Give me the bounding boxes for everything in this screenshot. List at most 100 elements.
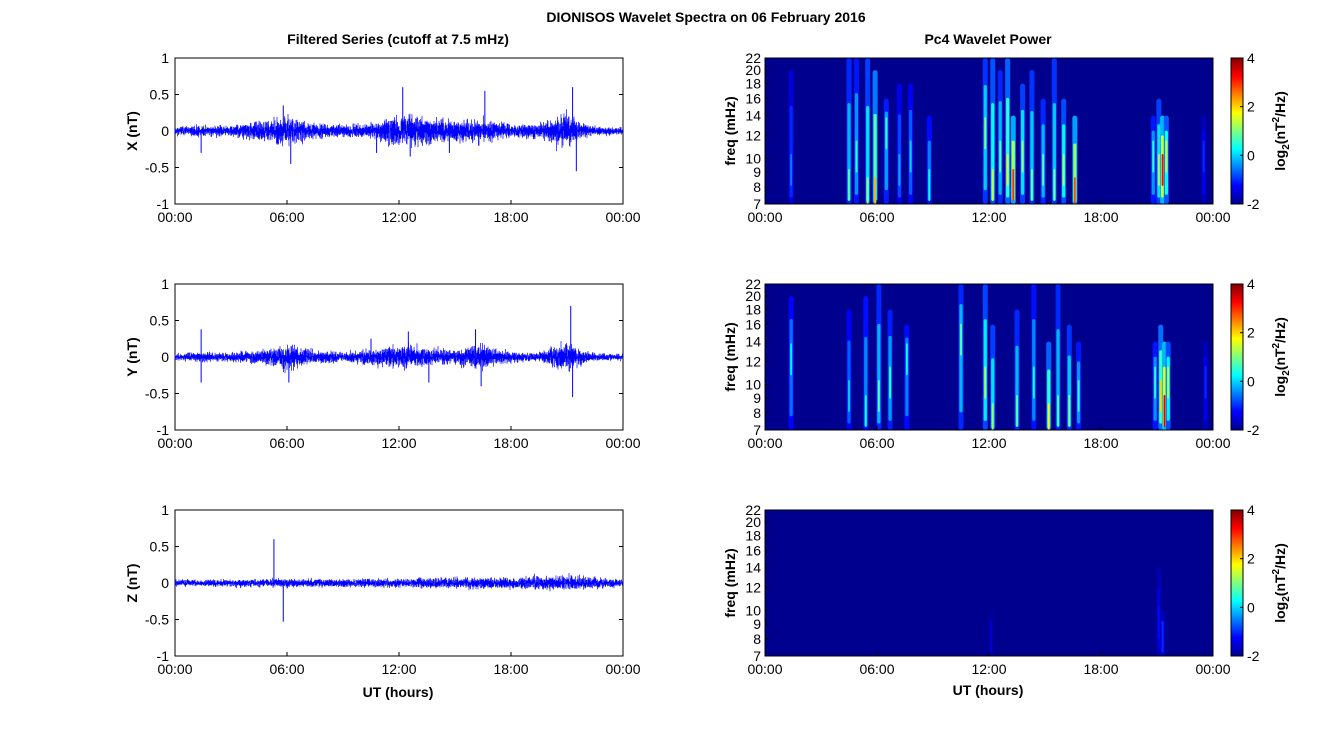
spectrum-x-ytick-label: 16 <box>745 91 761 107</box>
spectrum-y-ytick-label: 12 <box>745 353 761 369</box>
spectrum-y-ytick-label: 16 <box>745 317 761 333</box>
spectrum-x-colorbar-tick-label: -2 <box>1247 196 1260 212</box>
spectrum-z-ytick-label: 22 <box>745 502 761 518</box>
series-z-xtick-label: 06:00 <box>269 661 304 677</box>
spectrum-y-ytick-label: 8 <box>753 405 761 421</box>
series-y-xtick-label: 06:00 <box>269 435 304 451</box>
right-column-title: Pc4 Wavelet Power <box>924 31 1052 47</box>
spectrum-x-ytick-label: 8 <box>753 179 761 195</box>
spectrum-y-xtick-label: 00:00 <box>1195 435 1230 451</box>
spectrum-x-colorbar-tick-label: 0 <box>1247 147 1255 163</box>
spectrum-z-colorbar-tick-label: 2 <box>1247 551 1255 567</box>
spectrum-y-streak <box>1163 394 1166 427</box>
series-x-xtick-label: 06:00 <box>269 209 304 225</box>
spectrum-x-streak <box>866 177 869 204</box>
spectrum-x-streak <box>1012 168 1015 201</box>
spectrum-y-colorbar-tick-label: 2 <box>1247 325 1255 341</box>
spectrum-y-streak <box>848 379 850 412</box>
x-axis-label-right: UT (hours) <box>953 682 1024 698</box>
series-x-ytick-label: -1 <box>157 196 170 212</box>
series-z-xtick-label: 12:00 <box>381 661 416 677</box>
spectrum-x-ytick-label: 9 <box>753 164 761 180</box>
spectrum-y-ytick-label: 18 <box>745 302 761 318</box>
spectrum-x-xtick-label: 18:00 <box>1083 209 1118 225</box>
series-x-ytick-label: 0.5 <box>150 87 170 103</box>
spectrum-x-streak <box>1031 168 1033 201</box>
spectrum-y-colorbar-tick-label: 4 <box>1247 276 1255 292</box>
spectrum-y-streak <box>864 394 867 427</box>
spectrum-x-y-axis-label: freq (mHz) <box>722 96 738 165</box>
spectrum-z-xtick-label: 18:00 <box>1083 661 1118 677</box>
spectrum-y-colorbar-label: log2(nT2/Hz) <box>1271 317 1292 397</box>
spectrum-y-streak <box>1159 379 1162 412</box>
spectrum-y-streak <box>790 343 793 376</box>
spectrum-y-streak <box>1032 366 1035 399</box>
spectrum-x-streak <box>1161 153 1164 186</box>
spectrum-z-streaks <box>988 567 1166 656</box>
spectrum-x-streak <box>848 168 850 201</box>
y-series-panel: 10.50-0.5-100:00 06:00 12:00 18:00 00:00Y (n… <box>124 276 641 451</box>
spectrum-x-ytick-label: 14 <box>745 108 761 124</box>
spectrum-x-ytick-label: 7 <box>753 196 761 212</box>
spectrum-x-streak <box>1021 140 1024 173</box>
series-z-xtick-label: 18:00 <box>493 661 528 677</box>
spectrum-z-ytick-label: 9 <box>753 616 761 632</box>
series-z-trace <box>174 573 623 592</box>
spectrum-x-colorbar-label: log2(nT2/Hz) <box>1271 91 1292 171</box>
spectrum-y-xtick-label: 00:00 <box>747 435 782 451</box>
series-x-xtick-label: 00:00 <box>157 209 192 225</box>
spectrum-z-xtick-label: 00:00 <box>747 661 782 677</box>
series-y-ytick-label: 0 <box>161 349 169 365</box>
spectrum-y-colorbar-tick-label: 0 <box>1247 373 1255 389</box>
spectrum-y-ytick-label: 9 <box>753 390 761 406</box>
series-z-ytick-label: -0.5 <box>145 612 169 628</box>
spectrum-z-xtick-label: 00:00 <box>1195 661 1230 677</box>
spectrum-x-streaks <box>788 58 1207 204</box>
spectrum-x-streak <box>1062 153 1065 186</box>
spectrum-z-ytick-label: 16 <box>745 543 761 559</box>
series-x-ytick-label: -0.5 <box>145 160 169 176</box>
left-column-title: Filtered Series (cutoff at 7.5 mHz) <box>287 31 509 47</box>
x-series-panel: 10.50-0.5-100:00 06:00 12:00 18:00 00:00X (n… <box>124 50 641 225</box>
spectrum-x-streak <box>898 153 901 186</box>
spectrum-y-ytick-label: 7 <box>753 422 761 438</box>
spectrum-x-ytick-label: 10 <box>745 151 761 167</box>
series-z-xtick-label: 00:00 <box>157 661 192 677</box>
spectrum-z-ytick-label: 7 <box>753 648 761 664</box>
series-z-ytick-label: -1 <box>157 648 170 664</box>
series-z-ytick-label: 1 <box>161 502 169 518</box>
spectrum-y-streaks <box>788 284 1209 430</box>
spectrum-x-ytick-label: 22 <box>745 50 761 66</box>
spectrum-x-streak <box>1073 177 1076 204</box>
spectrum-x-streak <box>1152 140 1155 173</box>
spectrum-x-xtick-label: 00:00 <box>747 209 782 225</box>
spectrum-z-colorbar-tick-label: -2 <box>1247 648 1260 664</box>
spectrum-z-ytick-label: 12 <box>745 579 761 595</box>
spectrum-x-ytick-label: 18 <box>745 76 761 92</box>
spectrum-x-streak <box>999 140 1002 173</box>
spectrum-z-y-axis-label: freq (mHz) <box>722 548 738 617</box>
spectrum-y-streak <box>1057 394 1059 427</box>
series-z-ytick-label: 0 <box>161 575 169 591</box>
spectrum-y-streak <box>1068 394 1071 427</box>
series-y-trace <box>174 341 623 374</box>
spectrum-y-streak <box>1016 394 1018 427</box>
spectrum-x-streak <box>1042 153 1045 186</box>
series-z-xtick-label: 00:00 <box>605 661 640 677</box>
spectrum-x-streak <box>984 117 987 150</box>
spectrum-x-ytick-label: 12 <box>745 127 761 143</box>
spectrum-y-streak <box>1204 366 1207 399</box>
spectrum-y-ytick-label: 20 <box>745 288 761 304</box>
spectrum-x-xtick-label: 00:00 <box>1195 209 1230 225</box>
x-axis-label-left: UT (hours) <box>363 684 434 700</box>
figure-title: DIONISOS Wavelet Spectra on 06 February … <box>546 9 865 25</box>
series-z-y-axis-label: Z (nT) <box>124 564 140 603</box>
spectrum-y-colorbar <box>1230 283 1244 431</box>
spectrum-z-streak <box>989 620 992 653</box>
series-x-xtick-label: 12:00 <box>381 209 416 225</box>
series-z-ytick-label: 0.5 <box>150 539 170 555</box>
